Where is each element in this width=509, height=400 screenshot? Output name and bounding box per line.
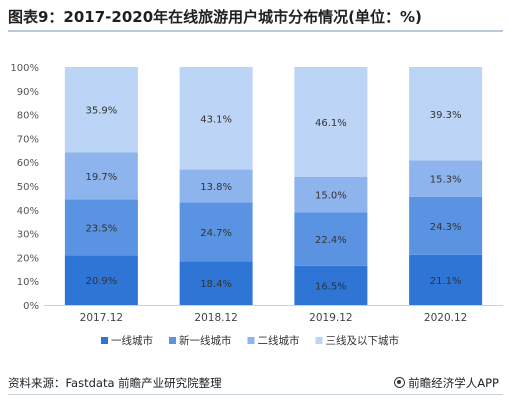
data-label: 16.5% [315,281,347,292]
data-label: 13.8% [200,182,232,193]
bar-segment [294,265,368,305]
y-tick-label: 10% [17,277,39,288]
title-divider [8,30,503,32]
x-tick-label: 2019.12 [309,312,352,324]
y-tick-label: 50% [17,182,39,193]
data-label: 22.4% [315,235,347,246]
bar-segment [409,160,483,197]
brand-logo-icon [394,377,406,388]
legend-label: 新一线城市 [179,334,232,347]
brand-name: 前瞻经济学人APP [408,376,499,390]
footer: 资料来源：Fastdata 前瞻产业研究院整理 前瞻经济学人APP [6,372,503,392]
y-tick-label: 80% [17,111,39,122]
data-label: 24.3% [430,222,462,233]
bar-segment [64,199,138,256]
bar-segment [294,176,368,213]
legend-label: 一线城市 [111,334,153,347]
legend-label: 三线及以下城市 [326,334,400,347]
y-tick-label: 100% [10,63,39,74]
bar-segment [64,152,138,200]
bar-segment [409,67,483,161]
y-tick-label: 20% [17,253,39,264]
y-tick-label: 90% [17,87,39,98]
bar-segment [179,202,253,262]
y-tick-label: 0% [23,301,39,312]
stacked-bar-chart: 0% 10% 20% 30% 40% 50% 60% 70% 80% 90% 100% 20.9% 23… [10,63,503,347]
data-label: 35.9% [85,106,117,117]
y-tick-label: 40% [17,206,39,217]
data-label: 24.7% [200,228,232,239]
y-tick-label: 30% [17,230,39,241]
legend-swatch [101,337,108,344]
chart-title: 图表9：2017-2020年在线旅游用户城市分布情况(单位：%) [8,8,422,26]
x-tick-label: 2017.12 [80,312,123,324]
data-label: 20.9% [85,276,117,287]
legend-swatch [169,337,176,344]
x-tick-label: 2020.12 [424,312,467,324]
data-label: 18.4% [200,279,232,290]
x-tick-label: 2018.12 [194,312,237,324]
legend-swatch [247,337,255,344]
source-note: 资料来源：Fastdata 前瞻产业研究院整理 [8,376,222,390]
bar-segment [409,254,483,305]
data-label: 19.7% [85,172,117,183]
footer-divider [8,394,503,395]
data-label: 43.1% [200,114,232,125]
bar-segment [64,255,138,305]
bar-segment [179,169,253,203]
legend-swatch [315,337,323,344]
data-label: 46.1% [315,118,347,129]
bar-segment [294,67,368,177]
bar-segment [64,67,138,153]
bar-segment [294,212,368,266]
data-label: 15.0% [315,191,347,202]
bar-segment [179,261,253,305]
bar-segment [179,67,253,170]
data-label: 39.3% [430,110,462,121]
brand-credit: 前瞻经济学人APP [394,375,499,391]
legend-label: 二线城市 [258,334,300,347]
data-label: 15.3% [430,175,462,186]
bar-segment [409,196,483,255]
y-tick-label: 60% [17,158,39,169]
data-label: 21.1% [430,276,462,287]
y-tick-label: 70% [17,134,39,145]
data-label: 23.5% [85,223,117,234]
